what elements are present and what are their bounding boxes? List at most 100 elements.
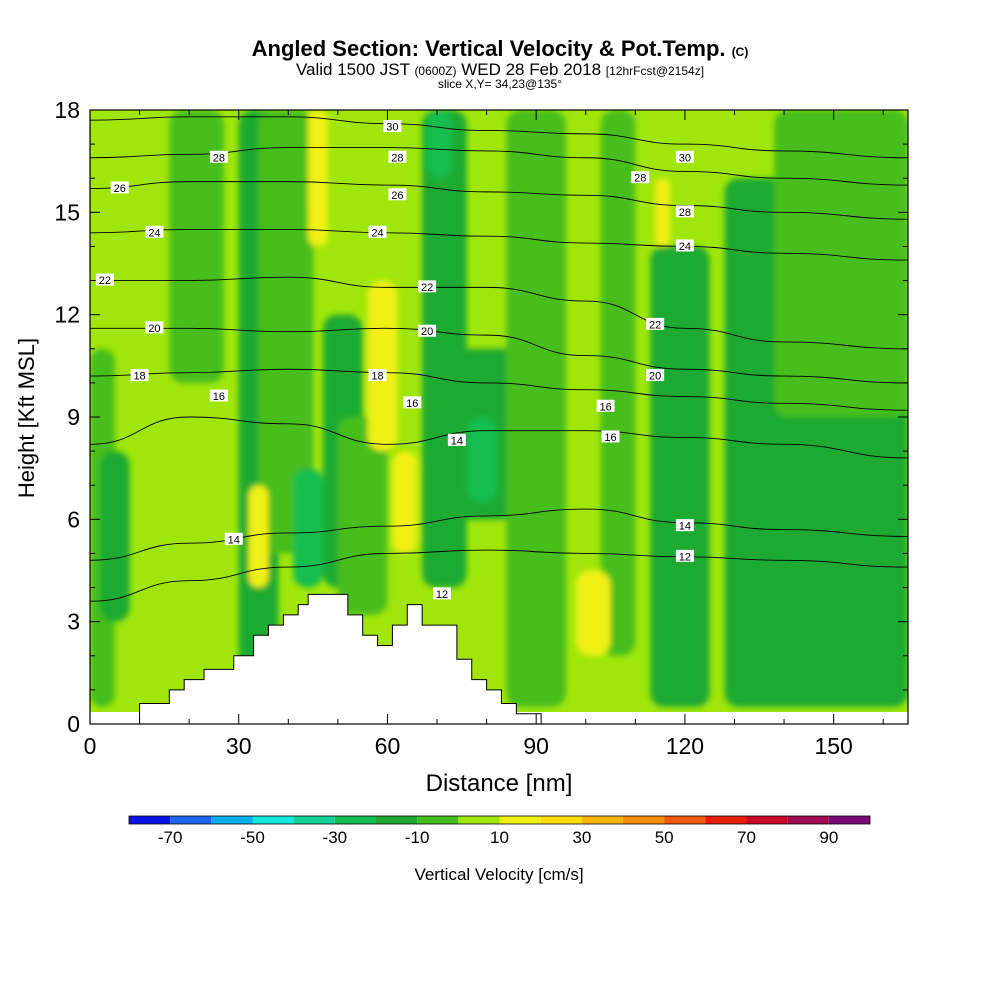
theta-contour-22 (90, 276, 908, 350)
contour-label: 28 (679, 207, 691, 219)
x-tick-label: 60 (375, 733, 401, 759)
y-tick-label: 3 (67, 609, 80, 635)
colorbar-swatch (170, 816, 212, 824)
contour-label-bg (447, 433, 466, 446)
contour-label: 14 (679, 521, 691, 533)
theta-contour-24 (90, 228, 908, 261)
contour-label: 26 (114, 183, 126, 195)
velocity-cell (427, 110, 452, 179)
colorbar-swatch (252, 816, 294, 824)
contour-label-bg (145, 321, 164, 334)
contour-label: 30 (679, 152, 691, 164)
colorbar-swatch (787, 816, 829, 824)
velocity-cell (99, 451, 130, 622)
contour-label: 28 (213, 152, 225, 164)
colorbar-tick-label: -10 (405, 828, 430, 847)
colorbar-tick-label: 30 (572, 828, 591, 847)
contour-label: 16 (213, 391, 225, 403)
colorbar-tick-label: 70 (737, 828, 756, 847)
velocity-cell (655, 178, 671, 247)
velocity-cell (575, 570, 611, 656)
contour-label-bg (432, 587, 451, 600)
colorbar-swatch (828, 816, 870, 824)
contour-label-bg (368, 225, 387, 238)
contour-label: 16 (604, 432, 616, 444)
velocity-cell (422, 110, 467, 588)
colorbar-tick-label: 10 (490, 828, 509, 847)
x-tick-label: 90 (523, 733, 549, 759)
contour-label-bg (209, 389, 228, 402)
plot-area: 30 30 28 28 28 28 26 26 24 24 24 22 22 22 20 20 20 18 18 16… (90, 110, 908, 712)
contour-label-bg (383, 120, 402, 133)
velocity-cell (248, 485, 269, 588)
contour-label: 24 (371, 227, 383, 239)
colorbar-swatch (499, 816, 541, 824)
contour-label-bg (110, 181, 129, 194)
velocity-cell (169, 110, 224, 383)
theta-contour-14 (90, 508, 908, 561)
contour-label: 14 (451, 435, 463, 447)
colorbar: -70 -50 -30 -10 10 30 50 70 90 (128, 815, 871, 847)
contour-label-bg (388, 150, 407, 163)
colorbar-frame (128, 815, 871, 825)
theta-contour-20 (90, 327, 908, 384)
contour-label-bg (675, 549, 694, 562)
contour-label: 16 (406, 398, 418, 410)
contour-label-bg (646, 317, 665, 330)
contour-label: 18 (371, 371, 383, 383)
colorbar-tick-label: -30 (323, 828, 348, 847)
terrain-outline (90, 593, 908, 725)
colorbar-swatch (129, 816, 171, 824)
colorbar-swatch (458, 816, 500, 824)
contour-label-bg (224, 532, 243, 545)
contour-label: 20 (148, 323, 160, 335)
contour-label-bg (418, 324, 437, 337)
contour-label-bg (388, 188, 407, 201)
colorbar-swatch (540, 816, 582, 824)
colorbar-tick-label: 50 (655, 828, 674, 847)
colorbar-tick-label: -70 (158, 828, 183, 847)
contour-label-bg (675, 239, 694, 252)
theta-contour-12 (90, 549, 908, 602)
velocity-cell (650, 246, 710, 707)
velocity-cell (293, 468, 324, 588)
y-tick-label: 9 (67, 404, 80, 430)
y-tick-label: 12 (54, 302, 80, 328)
x-tick-label: 120 (666, 733, 704, 759)
velocity-cell (308, 110, 328, 247)
valid-time: Valid 1500 JST (0600Z) WED 28 Feb 2018 [… (295, 60, 705, 79)
colorbar-swatch (293, 816, 335, 824)
contour-label: 20 (649, 371, 661, 383)
colorbar-swatch (705, 816, 747, 824)
contour-label: 12 (436, 589, 448, 601)
colorbar-swatch (623, 816, 665, 824)
contour-label: 22 (99, 275, 111, 287)
contour-label-bg (675, 205, 694, 218)
contour-label: 22 (649, 319, 661, 331)
velocity-cell (367, 280, 398, 452)
contour-label-bg (675, 150, 694, 163)
contour-label-bg (145, 225, 164, 238)
contour-label: 28 (634, 173, 646, 185)
y-tick-label: 6 (67, 506, 80, 532)
contour-label: 22 (421, 282, 433, 294)
theta-contour-30 (90, 116, 908, 159)
y-tick-label: 18 (54, 97, 80, 123)
theta-contour-26 (90, 181, 908, 220)
theta-contour-16 (90, 416, 908, 459)
colorbar-swatch (334, 816, 376, 824)
contour-label-bg (368, 369, 387, 382)
contour-label: 26 (391, 190, 403, 202)
contour-label: 24 (679, 241, 691, 253)
velocity-cell (466, 417, 497, 503)
x-tick-label: 0 (84, 733, 97, 759)
x-tick-label: 150 (814, 733, 852, 759)
colorbar-swatch (376, 816, 418, 824)
theta-contour-18 (90, 368, 908, 411)
velocity-cell (600, 110, 636, 656)
velocity-cell (392, 451, 418, 554)
y-axis-label: Height [Kft MSL] (14, 338, 39, 498)
colorbar-swatch (581, 816, 623, 824)
y-tick-label: 15 (54, 199, 80, 225)
terrain-mask (90, 593, 908, 725)
